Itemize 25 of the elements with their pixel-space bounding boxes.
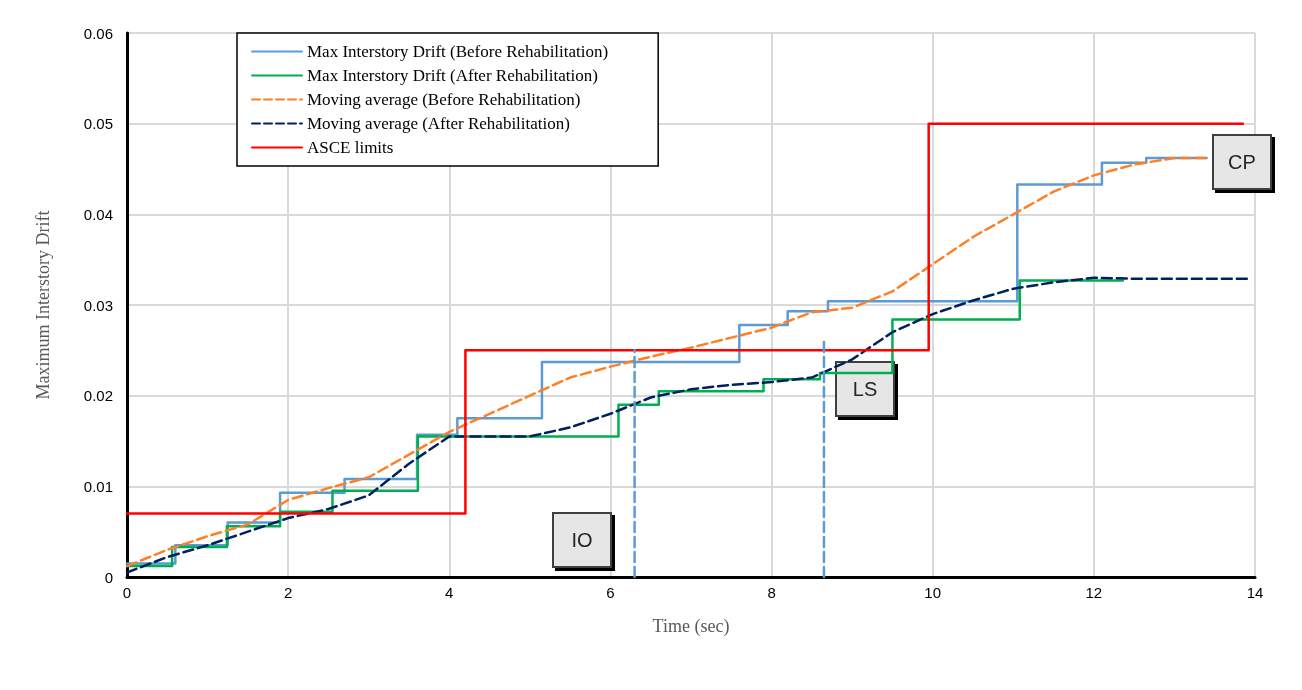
y-tick-label: 0: [104, 568, 113, 586]
x-tick-label: 6: [606, 584, 615, 601]
y-tick-label: 0.05: [83, 115, 113, 133]
x-tick-label: 0: [122, 584, 132, 601]
x-tick-label: 4: [445, 584, 454, 601]
legend-label: ASCE limits: [307, 138, 394, 157]
annotation: CP: [1228, 151, 1256, 173]
y-axis-title: Maximum Interstory Drift: [33, 210, 53, 400]
x-tick-label: 10: [924, 584, 942, 601]
annotation: LS: [852, 378, 878, 400]
y-tick-label: 0.06: [83, 24, 113, 42]
legend-label: Moving average (Before Rehabilitation): [307, 90, 581, 109]
annotation: IO: [571, 529, 593, 551]
legend-label: Moving average (After Rehabilitation): [307, 114, 570, 133]
legend-label: Max Interstory Drift (After Rehabilitation): [307, 66, 598, 85]
x-tick-label: 2: [283, 584, 293, 601]
y-tick-label: 0.04: [83, 205, 113, 223]
y-tick-label: 0.02: [83, 387, 113, 405]
x-axis-title: Time (sec): [652, 616, 730, 637]
x-tick-label: 12: [1085, 584, 1103, 601]
x-tick-label: 14: [1246, 584, 1264, 601]
y-tick-label: 0.03: [83, 296, 113, 314]
x-tick-label: 8: [767, 584, 776, 601]
y-tick-label: 0.01: [83, 477, 113, 495]
legend-label: Max Interstory Drift (Before Rehabilitation): [307, 42, 609, 61]
